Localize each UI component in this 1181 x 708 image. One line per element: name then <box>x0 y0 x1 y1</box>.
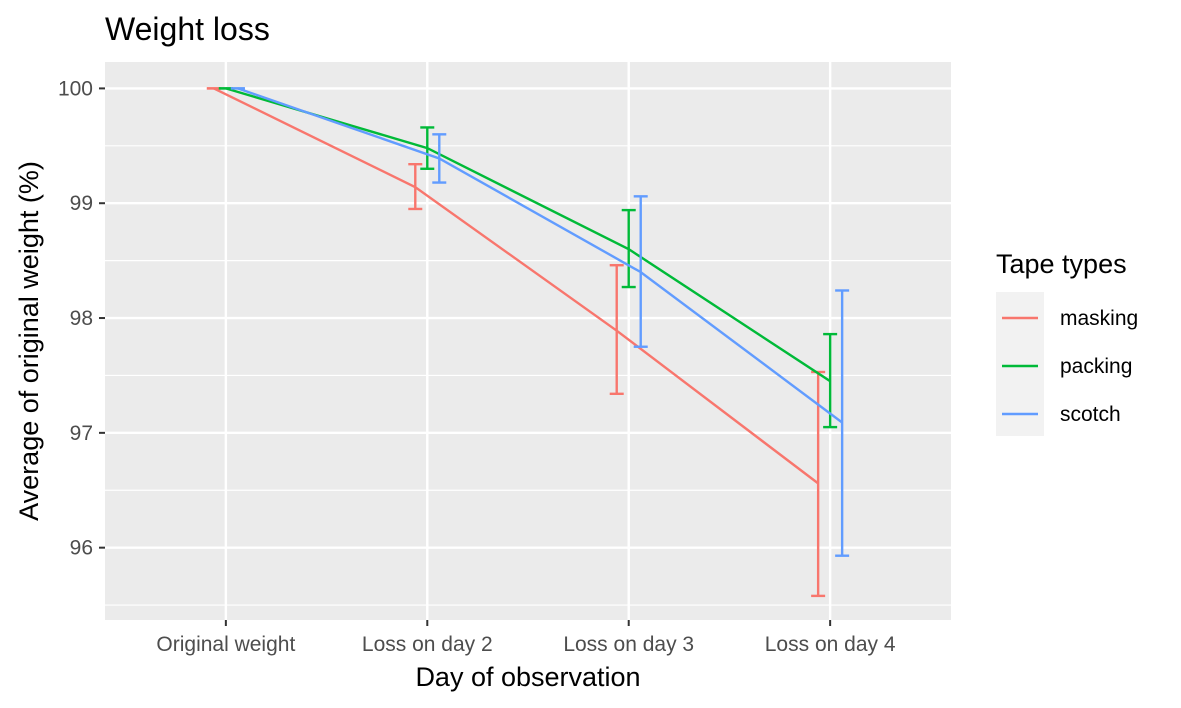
error-bar-packing <box>823 332 838 429</box>
legend-title: Tape types <box>996 249 1127 279</box>
x-tick-label: Loss on day 2 <box>362 633 493 656</box>
legend-item-masking: masking <box>1002 307 1138 330</box>
plot-panel <box>105 62 951 620</box>
series-scotch <box>230 87 850 557</box>
legend-key-background <box>996 292 1044 436</box>
legend-items: masking packing scotch <box>996 292 1138 436</box>
series-line-masking <box>213 87 819 485</box>
series-layer <box>206 87 850 598</box>
legend-label: scotch <box>1060 403 1121 426</box>
legend-label: packing <box>1060 355 1132 378</box>
error-bar-masking <box>609 264 624 396</box>
legend-item-scotch: scotch <box>1002 403 1121 426</box>
chart-title: Weight loss <box>105 11 270 47</box>
series-masking <box>206 87 826 598</box>
error-bar-packing <box>621 208 636 289</box>
legend-label: masking <box>1060 307 1138 330</box>
error-bar-scotch <box>432 133 447 184</box>
y-tick-label: 96 <box>70 537 93 560</box>
y-tick-label: 98 <box>70 307 93 330</box>
legend-item-packing: packing <box>1002 355 1132 378</box>
y-tick-label: 100 <box>58 77 93 100</box>
x-tick-label: Original weight <box>156 633 295 656</box>
y-axis-title: Average of original weight (%) <box>14 161 44 521</box>
error-bar-scotch <box>633 195 648 348</box>
x-tick-label: Loss on day 4 <box>765 633 896 656</box>
y-tick-label: 97 <box>70 422 93 445</box>
y-tick-label: 99 <box>70 192 93 215</box>
error-bar-scotch <box>835 289 850 557</box>
error-bar-packing <box>420 126 435 170</box>
error-bar-masking <box>408 162 423 211</box>
series-line-scotch <box>237 87 843 424</box>
x-axis-title: Day of observation <box>415 662 640 692</box>
axes: 96 97 98 99 100 Original weight Loss on day 2 L… <box>58 77 896 656</box>
legend: Tape types masking packing scotch <box>996 249 1138 436</box>
x-tick-label: Loss on day 3 <box>563 633 694 656</box>
